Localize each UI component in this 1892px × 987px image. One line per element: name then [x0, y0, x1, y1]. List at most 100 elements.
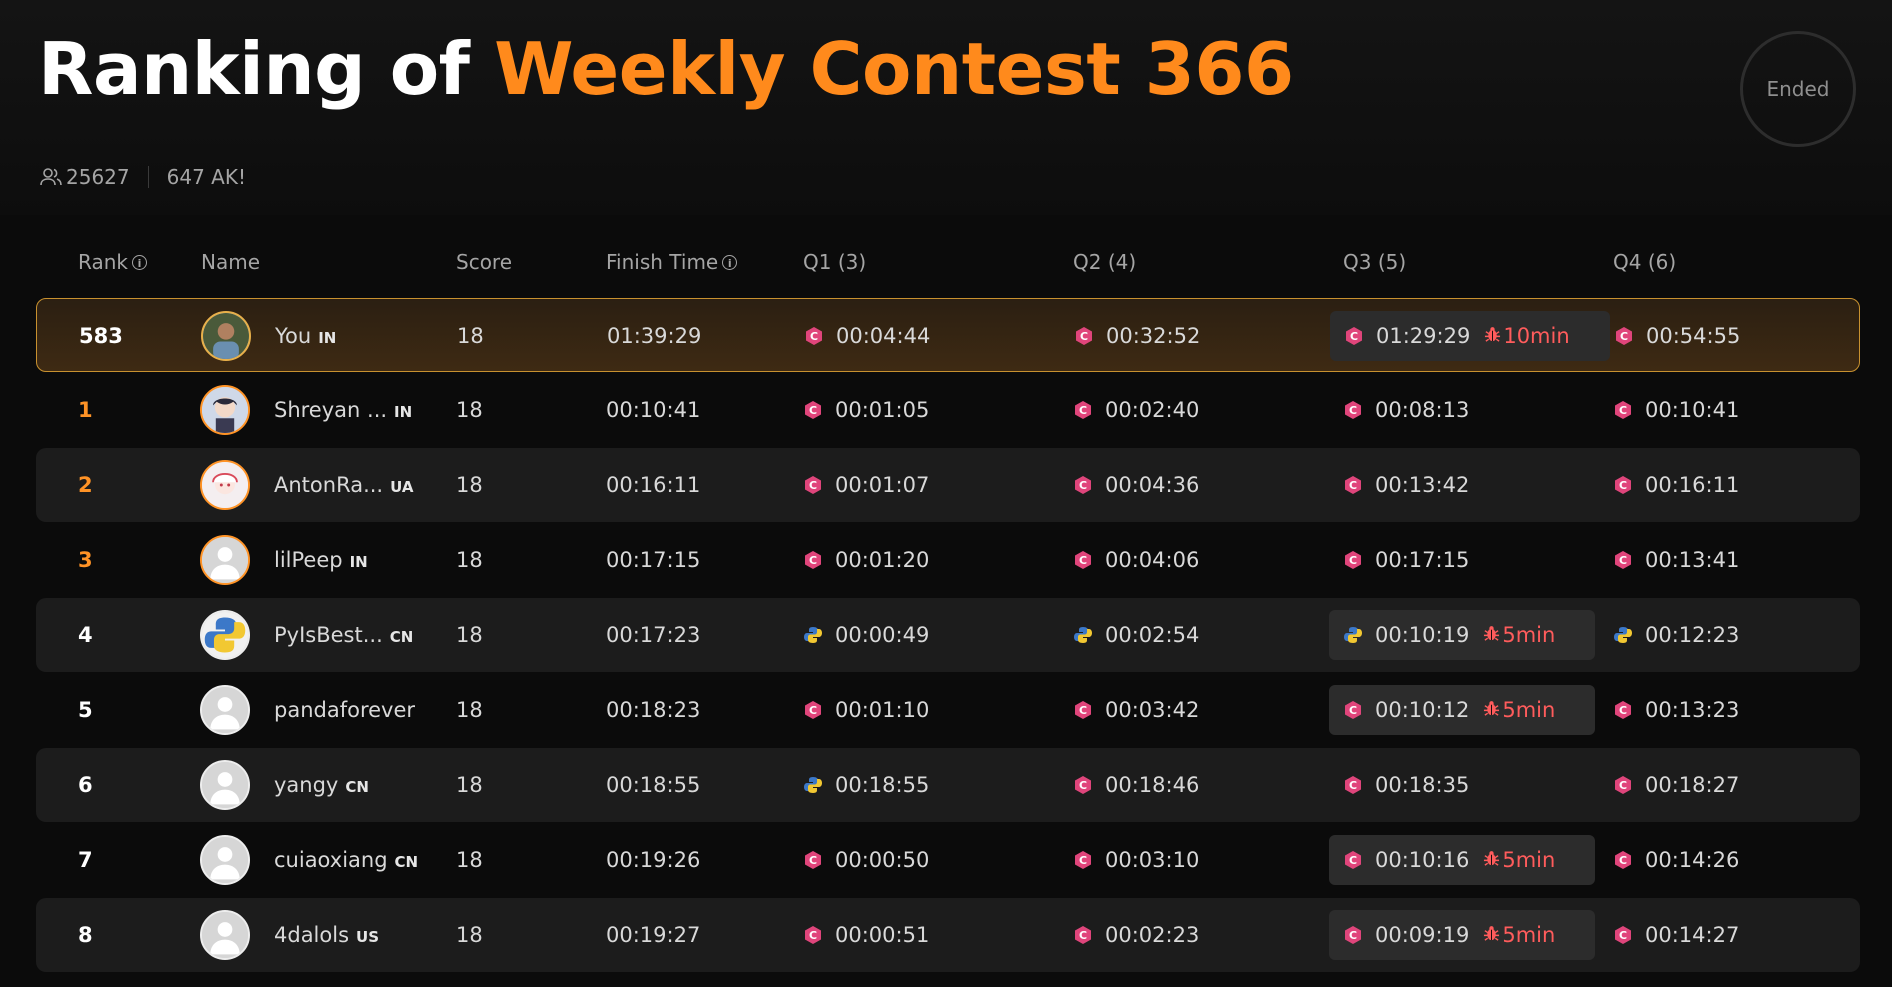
user-cell[interactable]: AntonRa... UA — [200, 448, 413, 522]
submission-time[interactable]: C 00:02:23 — [1073, 923, 1199, 947]
question-3-cell[interactable]: C 01:29:29 10min — [1330, 299, 1610, 373]
question-1-cell[interactable]: C 00:04:44 — [804, 299, 930, 373]
submission-time[interactable]: C 00:01:05 — [803, 398, 929, 422]
question-1-cell[interactable]: C 00:01:05 — [803, 373, 929, 447]
user-cell[interactable]: cuiaoxiang CN — [200, 823, 418, 897]
question-4-cell[interactable]: C 00:10:41 — [1613, 373, 1739, 447]
question-1-cell[interactable]: 00:00:49 — [803, 598, 929, 672]
user-name[interactable]: AntonRa... — [274, 473, 384, 497]
submission-time[interactable]: C 00:04:44 — [804, 324, 930, 348]
user-name[interactable]: Shreyan ... — [274, 398, 388, 422]
avatar[interactable] — [200, 460, 250, 510]
question-2-cell[interactable]: C 00:02:23 — [1073, 898, 1199, 972]
question-4-cell[interactable]: C 00:13:23 — [1613, 673, 1739, 747]
avatar[interactable] — [200, 535, 250, 585]
user-cell[interactable]: You IN — [201, 299, 336, 373]
question-2-cell[interactable]: C 00:32:52 — [1074, 299, 1200, 373]
question-2-cell[interactable]: C 00:18:46 — [1073, 748, 1199, 822]
question-4-cell[interactable]: C 00:14:26 — [1613, 823, 1739, 897]
user-cell[interactable]: lilPeep IN — [200, 523, 368, 597]
user-cell[interactable]: 4dalols US — [200, 898, 379, 972]
submission-time[interactable]: C 00:04:06 — [1073, 548, 1199, 572]
user-cell[interactable]: Shreyan ... IN — [200, 373, 412, 447]
submission-time[interactable]: 00:12:23 — [1613, 623, 1739, 647]
submission-time[interactable]: C 00:18:35 — [1343, 773, 1469, 797]
submission-time[interactable]: 00:00:49 — [803, 623, 929, 647]
question-1-cell[interactable]: C 00:00:51 — [803, 898, 929, 972]
submission-time[interactable]: C 00:13:23 — [1613, 698, 1739, 722]
question-3-cell[interactable]: 00:10:19 5min — [1329, 598, 1596, 672]
avatar[interactable] — [200, 385, 250, 435]
submission-time[interactable]: C 00:13:42 — [1343, 473, 1469, 497]
question-2-cell[interactable]: C 00:04:36 — [1073, 448, 1199, 522]
submission-time[interactable]: C 00:08:13 — [1343, 398, 1469, 422]
contest-name[interactable]: Weekly Contest 366 — [494, 27, 1294, 111]
user-name[interactable]: PyIsBest... — [274, 623, 383, 647]
user-cell[interactable]: yangy CN — [200, 748, 369, 822]
question-1-cell[interactable]: C 00:01:07 — [803, 448, 929, 522]
submission-time[interactable]: C 00:03:10 — [1073, 848, 1199, 872]
submission-time[interactable]: C 00:10:41 — [1613, 398, 1739, 422]
submission-time[interactable]: C 00:02:40 — [1073, 398, 1199, 422]
submission-time[interactable]: C 00:18:27 — [1613, 773, 1739, 797]
question-4-cell[interactable]: C 00:13:41 — [1613, 523, 1739, 597]
question-3-cell[interactable]: C 00:10:12 5min — [1329, 673, 1596, 747]
submission-time[interactable]: C 00:10:16 5min — [1329, 835, 1596, 885]
submission-time[interactable]: C 00:32:52 — [1074, 324, 1200, 348]
question-4-cell[interactable]: C 00:18:27 — [1613, 748, 1739, 822]
question-3-cell[interactable]: C 00:18:35 — [1343, 748, 1469, 822]
question-4-cell[interactable]: 00:12:23 — [1613, 598, 1739, 672]
avatar[interactable] — [200, 610, 250, 660]
info-icon[interactable]: i — [131, 254, 147, 270]
question-1-cell[interactable]: C 00:00:50 — [803, 823, 929, 897]
user-name[interactable]: yangy — [274, 773, 339, 797]
question-4-cell[interactable]: C 00:54:55 — [1614, 299, 1740, 373]
avatar[interactable] — [200, 685, 250, 735]
submission-time[interactable]: C 00:09:19 5min — [1329, 910, 1596, 960]
question-2-cell[interactable]: C 00:03:10 — [1073, 823, 1199, 897]
submission-time[interactable]: C 00:14:27 — [1613, 923, 1739, 947]
user-name[interactable]: You — [275, 324, 312, 348]
avatar[interactable] — [201, 311, 251, 361]
question-1-cell[interactable]: C 00:01:10 — [803, 673, 929, 747]
submission-time[interactable]: C 00:18:46 — [1073, 773, 1199, 797]
submission-time[interactable]: C 00:54:55 — [1614, 324, 1740, 348]
question-3-cell[interactable]: C 00:17:15 — [1343, 523, 1469, 597]
submission-time[interactable]: C 00:01:20 — [803, 548, 929, 572]
question-4-cell[interactable]: C 00:14:27 — [1613, 898, 1739, 972]
submission-time[interactable]: C 00:01:07 — [803, 473, 929, 497]
question-1-cell[interactable]: C 00:01:20 — [803, 523, 929, 597]
question-3-cell[interactable]: C 00:10:16 5min — [1329, 823, 1596, 897]
question-2-cell[interactable]: C 00:02:40 — [1073, 373, 1199, 447]
submission-time[interactable]: C 00:00:51 — [803, 923, 929, 947]
column-header-q3[interactable]: Q3 (5) — [1343, 250, 1407, 274]
submission-time[interactable]: C 00:16:11 — [1613, 473, 1739, 497]
info-icon[interactable]: i — [722, 254, 738, 270]
submission-time[interactable]: C 00:17:15 — [1343, 548, 1469, 572]
submission-time[interactable]: C 00:13:41 — [1613, 548, 1739, 572]
avatar[interactable] — [200, 760, 250, 810]
user-name[interactable]: 4dalols — [274, 923, 350, 947]
submission-time[interactable]: C 01:29:29 10min — [1330, 311, 1610, 361]
user-cell[interactable]: PyIsBest... CN — [200, 598, 413, 672]
submission-time[interactable]: C 00:00:50 — [803, 848, 929, 872]
question-2-cell[interactable]: C 00:03:42 — [1073, 673, 1199, 747]
question-3-cell[interactable]: C 00:13:42 — [1343, 448, 1469, 522]
submission-time[interactable]: C 00:03:42 — [1073, 698, 1199, 722]
question-1-cell[interactable]: 00:18:55 — [803, 748, 929, 822]
column-header-q4[interactable]: Q4 (6) — [1613, 250, 1677, 274]
avatar[interactable] — [200, 910, 250, 960]
submission-time[interactable]: 00:10:19 5min — [1329, 610, 1596, 660]
question-3-cell[interactable]: C 00:09:19 5min — [1329, 898, 1596, 972]
question-4-cell[interactable]: C 00:16:11 — [1613, 448, 1739, 522]
avatar[interactable] — [200, 835, 250, 885]
column-header-q1[interactable]: Q1 (3) — [803, 250, 867, 274]
question-2-cell[interactable]: C 00:04:06 — [1073, 523, 1199, 597]
user-name[interactable]: cuiaoxiang — [274, 848, 388, 872]
submission-time[interactable]: C 00:14:26 — [1613, 848, 1739, 872]
question-2-cell[interactable]: 00:02:54 — [1073, 598, 1199, 672]
user-name[interactable]: pandaforever — [274, 698, 416, 722]
user-cell[interactable]: pandaforever — [200, 673, 422, 747]
submission-time[interactable]: C 00:04:36 — [1073, 473, 1199, 497]
submission-time[interactable]: 00:02:54 — [1073, 623, 1199, 647]
